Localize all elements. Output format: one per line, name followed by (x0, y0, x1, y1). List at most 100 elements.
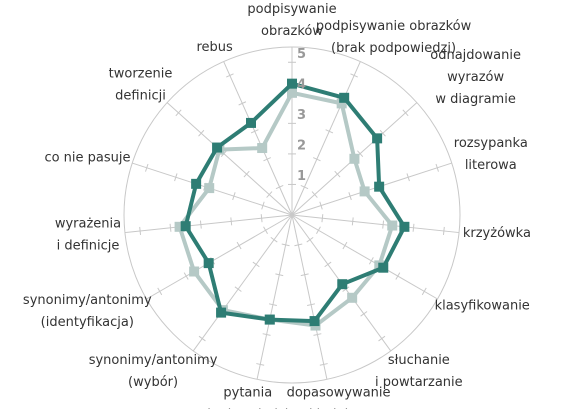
axis-label: rebus (196, 39, 233, 55)
marker (359, 186, 370, 197)
marker (337, 279, 348, 290)
tick-mark (316, 226, 321, 234)
axis-label: wyrażenia i definicje (54, 216, 122, 254)
tick-mark (307, 303, 316, 306)
tick-mark (350, 73, 358, 78)
marker (347, 292, 358, 303)
marker (212, 142, 223, 153)
tick-mark (198, 129, 205, 137)
tick-mark (382, 220, 385, 229)
marker (372, 133, 383, 144)
marker (189, 266, 200, 277)
axis-label: klasyfikowanie (434, 298, 530, 314)
axis-label: słuchanie i powtarzanie (375, 352, 463, 390)
tick-mark (174, 173, 178, 182)
marker (264, 314, 275, 325)
spoke (291, 214, 438, 300)
tick-mark (268, 303, 277, 306)
tick-mark (238, 101, 247, 106)
spoke (291, 61, 361, 216)
axis-label: podpisywanie obrazków (brak podpowiedzi) (315, 18, 472, 56)
axis-label: tworzenie definicji (108, 66, 173, 104)
spoke (256, 214, 293, 380)
tick-mark (402, 109, 409, 117)
tick-mark (261, 201, 265, 210)
tick-mark (319, 201, 323, 210)
tick-mark (325, 129, 334, 134)
marker (180, 221, 191, 232)
tick-mark (234, 286, 242, 292)
tick-mark (256, 363, 265, 366)
marker (191, 178, 202, 189)
tick-mark (368, 257, 374, 265)
tick-mark (312, 157, 321, 162)
tick-mark (139, 226, 142, 235)
tick-mark (311, 191, 318, 198)
marker (339, 92, 350, 103)
tick-label: 3 (297, 108, 306, 123)
spoke (192, 214, 293, 352)
series-line (177, 90, 395, 328)
tick-mark (275, 185, 284, 190)
axis-label: synonimy/antonimy (wybór) (88, 352, 218, 390)
tick-mark (243, 170, 250, 178)
marker (216, 307, 227, 318)
tick-mark (360, 311, 368, 317)
tick-mark (183, 272, 189, 280)
spoke (223, 61, 293, 216)
marker (203, 258, 214, 269)
marker (287, 87, 297, 98)
axis-label: synonimy/antonimy (identyfikacja) (22, 293, 152, 330)
tick-label: 5 (297, 47, 306, 62)
tick-mark (294, 243, 303, 247)
tick-mark (281, 243, 290, 247)
marker (387, 220, 398, 231)
tick-mark (275, 273, 284, 277)
tick-mark (145, 163, 149, 172)
tick-mark (395, 272, 401, 280)
tick-mark (334, 170, 341, 178)
spoke (291, 214, 460, 234)
tick-mark (236, 241, 242, 250)
tick-mark (157, 287, 163, 296)
tick-mark (313, 333, 322, 336)
tick-mark (351, 217, 354, 226)
spoke (166, 102, 293, 216)
tick-mark (412, 223, 415, 232)
marker (257, 143, 268, 154)
axis-label: co nie pasuje (44, 150, 131, 166)
axis-label: podpisywanie obrazków (247, 2, 337, 39)
tick-mark (435, 163, 439, 172)
tick-mark (262, 333, 271, 336)
marker (174, 221, 185, 232)
axis-label: rozsypanka literowa (453, 136, 528, 174)
tick-mark (348, 192, 352, 201)
tick-mark (250, 129, 259, 134)
tick-label: 2 (297, 138, 306, 153)
tick-mark (260, 214, 263, 223)
spoke (146, 214, 293, 300)
tick-mark (406, 173, 410, 182)
tick-mark (421, 287, 427, 296)
tick-mark (300, 273, 309, 277)
marker (399, 221, 410, 232)
tick-mark (230, 217, 233, 226)
axis-label: dopasowywanie składniowe (286, 385, 391, 409)
axis-label: pytania i odpowiedzi (207, 385, 288, 409)
spoke (291, 162, 452, 216)
tick-mark (342, 241, 348, 250)
tick-mark (198, 335, 206, 342)
marker (336, 98, 347, 109)
marker (378, 262, 389, 273)
tick-mark (232, 192, 236, 201)
spoke (291, 214, 328, 380)
marker (309, 316, 320, 327)
tick-mark (175, 109, 182, 117)
spoke (124, 214, 293, 234)
tick-mark (321, 214, 324, 223)
series-line (183, 81, 407, 324)
tick-mark (263, 157, 272, 162)
tick-mark (266, 191, 273, 198)
